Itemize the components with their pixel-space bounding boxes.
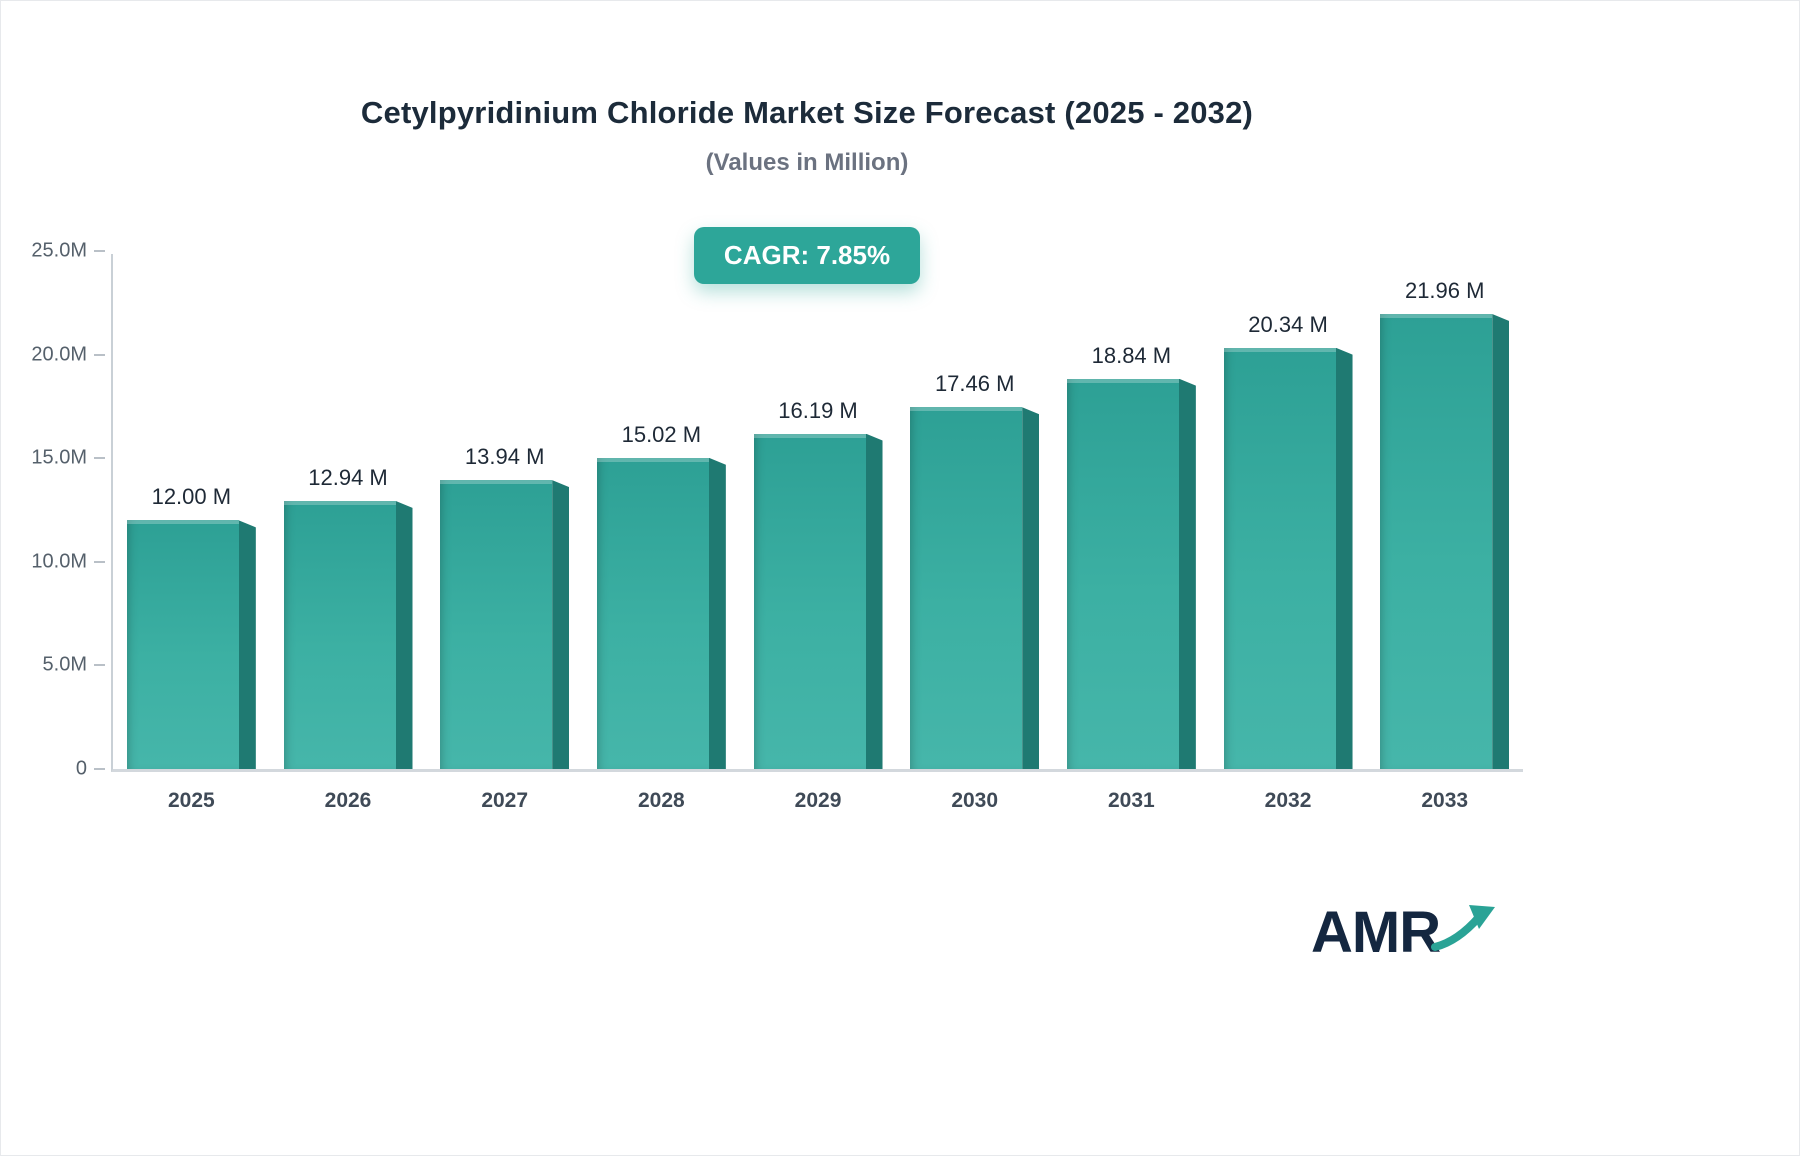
bar-value-label: 20.34 M [1248,311,1328,337]
bar-value-label: 17.46 M [934,371,1015,397]
plot-area: 12.00 M 2025 12.94 M 2026 13.94 M 2027 15.02 M… [31,240,1523,812]
bar-column: 17.46 M 2030 [896,254,1053,812]
y-axis-tick-label: 25.0M [31,239,87,262]
bar: 15.02 M [596,422,726,769]
bar-value-label: 13.94 M [464,444,545,470]
cagr-badge: CAGR: 7.85% [693,227,921,284]
amr-logo-text: AMR [1311,900,1441,965]
bar: 12.00 M [126,484,256,769]
bar: 13.94 M [440,444,570,769]
bar: 21.96 M [1380,278,1510,769]
x-axis-label: 2030 [951,789,999,812]
bar-face [1066,378,1179,769]
bar-column: 21.96 M 2033 [1366,254,1523,812]
bar-column: 20.34 M 2032 [1210,254,1367,812]
y-axis-tick-mark [94,664,105,667]
bars-container: 12.00 M 2025 12.94 M 2026 13.94 M 2027 15.02 M… [113,254,1523,812]
chart-subtitle: (Values in Million) [705,149,909,176]
bar-column: 12.00 M 2025 [113,254,270,812]
bar-face [596,457,709,769]
bar-face [126,520,239,769]
bar-side [238,520,256,769]
y-axis-tick-mark [94,457,105,460]
bar-side [1492,314,1510,769]
y-axis-tick-label: 5.0M [42,653,87,676]
x-axis-label: 2026 [324,789,372,812]
bar-side [1335,347,1353,769]
x-axis-label: 2033 [1421,789,1469,812]
x-axis-label: 2029 [794,789,842,812]
cagr-badge-row: CAGR: 7.85% [1,227,1613,284]
bar-face [1380,314,1493,769]
y-axis-tick-label: 15.0M [31,446,87,469]
y-axis-tick-label: 20.0M [31,343,87,366]
bar-value-label: 12.00 M [151,484,232,510]
bar-face [1223,347,1336,769]
y-axis-tick-label: 10.0M [31,550,87,573]
y-axis-tick-mark [94,768,105,770]
bar: 16.19 M [753,398,883,769]
bar-side [708,457,726,769]
logo-arrow-icon [1431,905,1495,951]
bar-side [1178,378,1196,769]
bar-face [440,480,553,769]
x-axis-label: 2027 [481,789,529,812]
y-axis-tick-label: 0 [75,757,87,780]
bar-value-label: 16.19 M [778,397,858,423]
y-axis-tick-mark [94,353,105,356]
bar-value-label: 18.84 M [1091,342,1172,368]
bar-value-label: 21.96 M [1404,278,1485,303]
x-axis-label: 2028 [637,789,685,812]
y-axis-tick-mark [94,250,105,252]
bar-value-label: 12.94 M [308,464,388,490]
bar-side [552,480,570,769]
bar-column: 16.19 M 2029 [740,254,897,812]
bar-side [1022,407,1040,769]
bar-face [753,433,866,769]
bar-column: 18.84 M 2031 [1053,254,1210,812]
bar-side [865,433,883,769]
chart-title: Cetylpyridinium Chloride Market Size For… [360,95,1254,130]
bar: 18.84 M [1066,343,1196,769]
bar-column: 12.94 M 2026 [270,254,427,812]
bar-column: 13.94 M 2027 [426,254,583,812]
bar-side [395,500,413,769]
x-axis-label: 2032 [1264,789,1312,812]
x-axis-label: 2031 [1108,789,1155,812]
y-axis-tick-mark [94,560,105,563]
x-axis-label: 2025 [167,789,215,812]
bar-value-label: 15.02 M [621,421,702,447]
bar-face [283,500,396,769]
bar-column: 15.02 M 2028 [583,254,740,812]
amr-logo: AMR [1311,900,1495,965]
bar: 20.34 M [1223,312,1353,769]
bar: 17.46 M [910,371,1040,769]
bar: 12.94 M [283,465,413,769]
bar-face [910,407,1023,769]
